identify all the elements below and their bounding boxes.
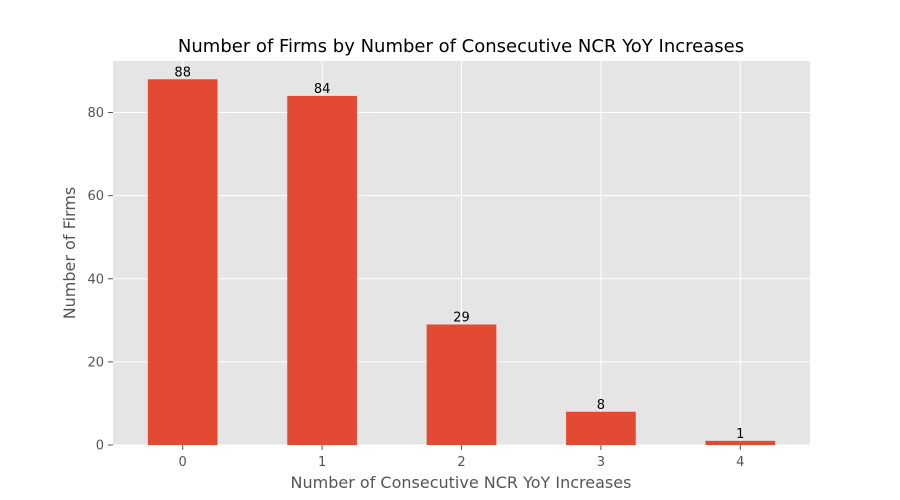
chart-title: Number of Firms by Number of Consecutive… [178,36,744,57]
data-label-3: 8 [597,398,605,413]
bar-4 [705,440,776,445]
x-tick-label: 2 [457,455,465,470]
bar-3 [566,411,636,445]
y-tick-label: 0 [96,439,104,454]
bar-2 [426,324,497,445]
y-tick-label: 80 [87,106,104,121]
x-tick-label: 0 [179,455,187,470]
data-label-0: 88 [174,65,191,80]
y-axis-label: Number of Firms [60,187,79,320]
x-axis-label: Number of Consecutive NCR YoY Increases [291,473,632,492]
data-label-1: 84 [314,82,331,97]
y-tick-label: 40 [87,272,104,287]
data-label-2: 29 [453,310,470,325]
data-labels: 88 84 29 8 1 [174,65,744,442]
bar-0 [147,79,218,446]
x-tick-label: 4 [736,455,744,470]
bars [147,79,776,446]
x-tick-label: 3 [597,455,605,470]
x-axis-ticks: 0 1 2 3 4 [179,445,744,470]
bar-1 [287,95,357,445]
x-tick-label: 1 [318,455,326,470]
y-tick-label: 20 [87,355,104,370]
data-label-4: 1 [736,427,744,442]
y-axis-ticks: 0 20 40 60 80 [87,106,113,454]
y-tick-label: 60 [87,189,104,204]
